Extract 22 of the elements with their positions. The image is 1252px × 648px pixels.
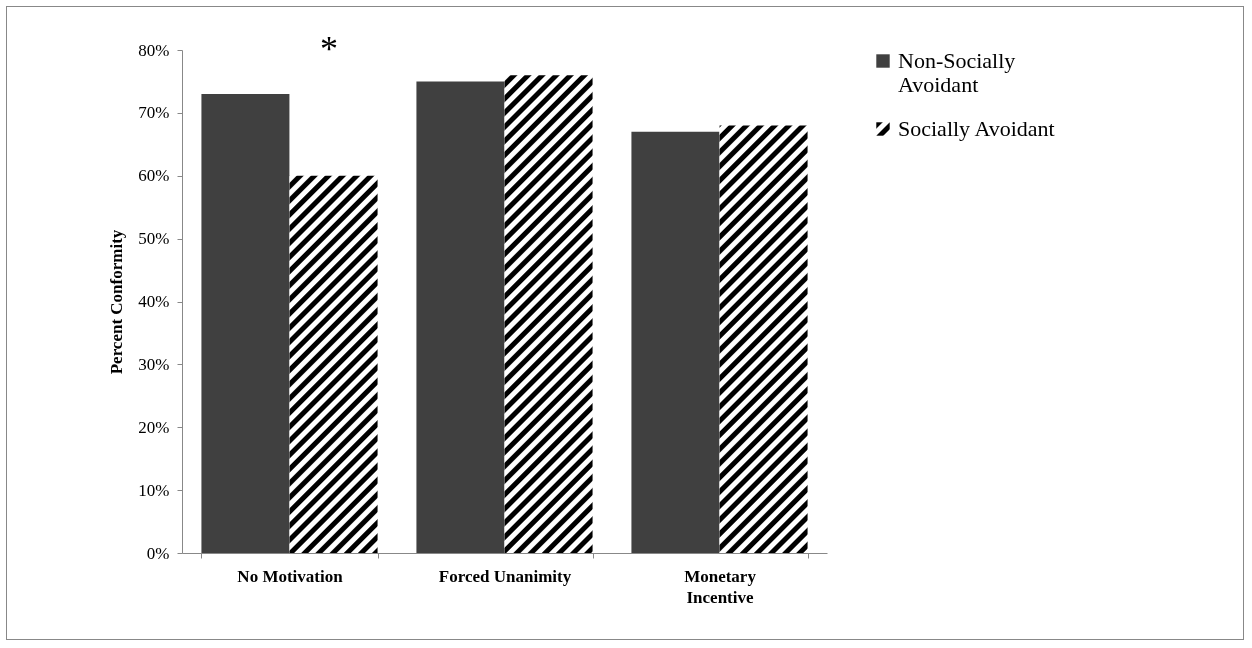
x-tick-label: No Motivation <box>237 566 344 586</box>
y-tick-label: 60% <box>138 166 170 186</box>
bar <box>631 131 720 553</box>
bar <box>719 125 808 553</box>
bar <box>416 81 505 553</box>
legend-label: Non-Socially Avoidant <box>898 48 1016 97</box>
y-tick-label: 0% <box>146 543 170 563</box>
x-tick-label: Monetary Incentive <box>684 566 757 607</box>
annotation-text: * <box>320 31 338 67</box>
y-tick-label: 20% <box>138 417 170 437</box>
bar <box>289 175 378 553</box>
y-tick-label: 30% <box>138 354 170 374</box>
y-tick-label: 10% <box>138 480 170 500</box>
y-tick-label: 80% <box>138 40 170 60</box>
legend-label: Socially Avoidant <box>898 116 1055 141</box>
bar <box>504 75 593 553</box>
y-axis-title: Percent Conformity <box>107 229 127 375</box>
y-tick-label: 40% <box>138 292 170 311</box>
bar <box>201 94 290 553</box>
y-tick-label: 70% <box>138 103 170 123</box>
y-tick-label: 50% <box>138 229 170 249</box>
x-tick-label: Forced Unanimity <box>438 566 572 586</box>
